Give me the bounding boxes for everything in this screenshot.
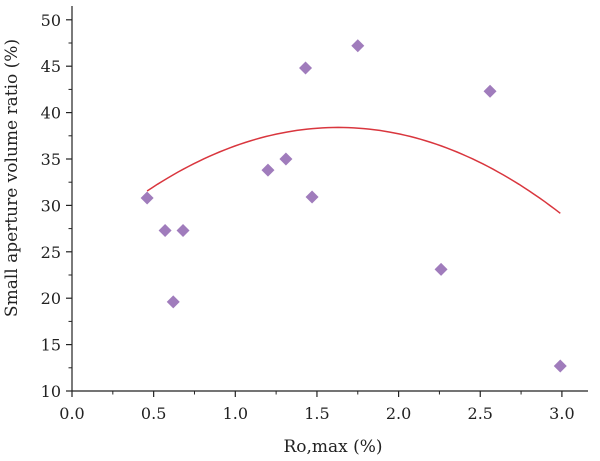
data-point	[483, 84, 497, 98]
fit-curve-layer	[146, 126, 561, 214]
y-tick-label: 50	[41, 11, 61, 30]
data-point	[553, 359, 567, 373]
y-tick-label: 10	[41, 382, 61, 401]
data-point	[176, 223, 190, 237]
x-tick-label: 3.0	[549, 404, 574, 423]
x-axis-label: Ro,max (%)	[283, 437, 382, 457]
x-tick-label: 0.5	[141, 404, 166, 423]
x-tick-label: 1.0	[223, 404, 248, 423]
x-tick-label: 2.5	[468, 404, 493, 423]
y-tick-label: 30	[41, 196, 61, 215]
y-tick-label: 45	[41, 57, 61, 76]
y-tick-label: 25	[41, 243, 61, 262]
x-tick-label: 1.5	[304, 404, 329, 423]
data-point	[158, 223, 172, 237]
data-point	[434, 262, 448, 276]
data-point	[279, 152, 293, 166]
y-tick-label: 20	[41, 289, 61, 308]
data-point	[166, 295, 180, 309]
axes	[66, 6, 588, 397]
fit-curve	[146, 126, 561, 214]
tick-labels: 0.0 0.5 1.0 1.5 2.0 2.5 3.0 10 15 20 25 30 35 40 45 50	[41, 11, 575, 423]
y-tick-label: 35	[41, 150, 61, 169]
y-tick-label: 40	[41, 104, 61, 123]
data-points	[140, 39, 567, 373]
data-point	[299, 61, 313, 75]
data-point	[351, 39, 365, 53]
data-point	[261, 163, 275, 177]
x-tick-label: 0.0	[59, 404, 84, 423]
x-tick-label: 2.0	[386, 404, 411, 423]
y-axis-label: Small aperture volume ratio (%)	[2, 39, 22, 317]
y-tick-label: 15	[41, 336, 61, 355]
data-point	[140, 191, 154, 205]
data-point	[305, 190, 319, 204]
